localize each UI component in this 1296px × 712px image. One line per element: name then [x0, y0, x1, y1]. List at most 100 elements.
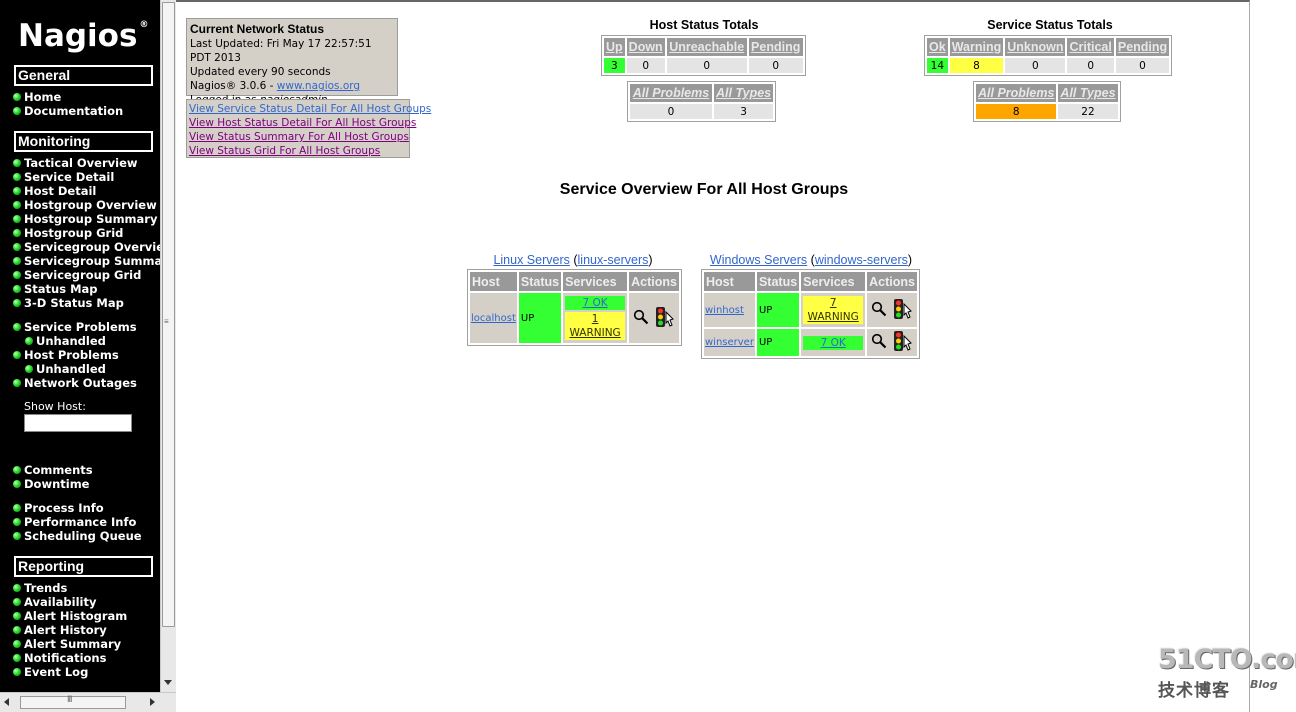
nav-hostgroup-summary[interactable]: Hostgroup Summary: [13, 212, 157, 226]
host-pending-header[interactable]: Pending: [748, 38, 803, 56]
status-map-icon[interactable]: [653, 306, 675, 331]
service-ok-header[interactable]: Ok: [927, 38, 948, 56]
link-service-status-detail[interactable]: View Service Status Detail For All Host …: [189, 103, 432, 115]
nav-availability[interactable]: Availability: [13, 595, 96, 609]
bullet-icon: [13, 285, 21, 293]
nav-notifications[interactable]: Notifications: [13, 651, 106, 665]
link-status-summary[interactable]: View Status Summary For All Host Groups: [189, 131, 409, 143]
nav-service-problems[interactable]: Service Problems: [13, 320, 137, 334]
search-icon[interactable]: [633, 309, 649, 328]
bullet-icon: [13, 159, 21, 167]
watermark-sub: 技术博客: [1158, 681, 1230, 701]
service-pending-header[interactable]: Pending: [1115, 38, 1170, 56]
grip-icon: ≡: [164, 317, 169, 326]
host-status: UP: [756, 329, 800, 356]
col-status: Status: [518, 272, 562, 291]
section-reporting: Reporting: [14, 556, 153, 577]
hostgroup-name-link[interactable]: windows-servers: [814, 253, 908, 267]
scroll-left-icon[interactable]: [4, 698, 9, 706]
host-down-header[interactable]: Down: [626, 38, 665, 56]
host-all-problems-header[interactable]: All Problems: [630, 84, 712, 102]
nav-servicegroup-overview[interactable]: Servicegroup Overview: [13, 240, 160, 254]
nav-servicegroup-grid[interactable]: Servicegroup Grid: [13, 268, 141, 282]
link-host-status-detail[interactable]: View Host Status Detail For All Host Gro…: [189, 117, 417, 129]
nav-scheduling-queue[interactable]: Scheduling Queue: [13, 529, 142, 543]
show-host-input[interactable]: [24, 414, 132, 432]
table-row: winhost UP 7 WARNING: [704, 293, 917, 327]
host-up-header[interactable]: Up: [604, 38, 625, 56]
search-icon[interactable]: [871, 333, 887, 352]
bullet-icon: [13, 532, 21, 540]
nav-status-map[interactable]: Status Map: [13, 282, 98, 296]
nav-network-outages[interactable]: Network Outages: [13, 376, 137, 390]
nav-servicegroup-summary[interactable]: Servicegroup Summary: [13, 254, 160, 268]
service-ok-count: 14: [927, 58, 948, 73]
nav-host-unhandled[interactable]: Unhandled: [25, 362, 106, 376]
nav-hostgroup-grid[interactable]: Hostgroup Grid: [13, 226, 123, 240]
sidebar-horizontal-scrollbar[interactable]: III: [0, 692, 176, 712]
view-links: View Service Status Detail For All Host …: [186, 99, 432, 158]
search-icon[interactable]: [871, 301, 887, 320]
service-pending-count: 0: [1115, 58, 1170, 73]
nav-host-detail[interactable]: Host Detail: [13, 184, 96, 198]
nav-event-log[interactable]: Event Log: [13, 665, 88, 679]
nav-host-problems[interactable]: Host Problems: [13, 348, 119, 362]
service-all-problems-header[interactable]: All Problems: [976, 84, 1057, 102]
nav-performance-info[interactable]: Performance Info: [13, 515, 136, 529]
service-warning-count: 8: [949, 58, 1004, 73]
service-critical-header[interactable]: Critical: [1067, 38, 1114, 56]
nav-process-info[interactable]: Process Info: [13, 501, 104, 515]
last-updated: Last Updated: Fri May 17 22:57:51 PDT 20…: [190, 38, 372, 64]
hostgroup-alias-link[interactable]: Linux Servers: [493, 253, 570, 267]
host-status: UP: [756, 293, 800, 327]
host-totals-table: Up Down Unreachable Pending 3 0 0 0: [601, 35, 806, 76]
link-status-grid[interactable]: View Status Grid For All Host Groups: [189, 145, 381, 157]
nav-hostgroup-overview[interactable]: Hostgroup Overview: [13, 198, 157, 212]
host-summary-table: All Problems All Types 0 3: [627, 81, 777, 122]
nav-alert-summary[interactable]: Alert Summary: [13, 637, 121, 651]
host-link[interactable]: localhost: [471, 312, 516, 324]
service-unknown-header[interactable]: Unknown: [1005, 38, 1066, 56]
col-status: Status: [756, 272, 800, 291]
host-all-types-header[interactable]: All Types: [714, 84, 774, 102]
nagios-logo[interactable]: Nagios ®: [18, 18, 149, 54]
scroll-down-icon[interactable]: [164, 680, 172, 685]
service-warning-link[interactable]: 7 WARNING: [803, 296, 864, 324]
hostgroup-name-link[interactable]: linux-servers: [577, 253, 649, 267]
service-warning-header[interactable]: Warning: [949, 38, 1004, 56]
nav-home[interactable]: Home: [13, 90, 61, 104]
nagios-website-link[interactable]: www.nagios.org: [276, 80, 361, 92]
service-warning-link[interactable]: 1 WARNING: [565, 312, 626, 340]
nav-3d-status-map[interactable]: 3-D Status Map: [13, 296, 124, 310]
scrollbar-thumb[interactable]: III: [20, 694, 126, 709]
status-map-icon[interactable]: [891, 330, 913, 355]
bullet-icon: [13, 518, 21, 526]
nav-trends[interactable]: Trends: [13, 581, 67, 595]
service-all-types-header[interactable]: All Types: [1058, 84, 1118, 102]
bullet-icon: [13, 107, 21, 115]
host-link[interactable]: winserver: [705, 337, 754, 348]
nav-comments[interactable]: Comments: [13, 463, 93, 477]
bullet-icon: [13, 640, 21, 648]
scroll-right-icon[interactable]: [150, 698, 155, 706]
host-unreachable-header[interactable]: Unreachable: [666, 38, 747, 56]
sidebar-vertical-scrollbar[interactable]: ≡: [160, 0, 176, 692]
bullet-icon: [13, 173, 21, 181]
nav-documentation[interactable]: Documentation: [13, 104, 123, 118]
host-link[interactable]: winhost: [705, 304, 744, 316]
nav-downtime[interactable]: Downtime: [13, 477, 89, 491]
col-services: Services: [563, 272, 628, 291]
nav-alert-history[interactable]: Alert History: [13, 623, 107, 637]
nav-alert-histogram[interactable]: Alert Histogram: [13, 609, 127, 623]
service-ok-link[interactable]: 7 OK: [565, 296, 626, 310]
status-map-icon[interactable]: [891, 298, 913, 323]
nav-service-detail[interactable]: Service Detail: [13, 170, 114, 184]
watermark-main: 51CTO.com: [1158, 644, 1296, 675]
service-ok-link[interactable]: 7 OK: [803, 335, 864, 350]
nav-service-unhandled[interactable]: Unhandled: [25, 334, 106, 348]
hostgroup-table-linux: Host Status Services Actions localhost U…: [467, 269, 682, 346]
scrollbar-thumb[interactable]: [162, 2, 175, 627]
hostgroup-alias-link[interactable]: Windows Servers: [709, 253, 808, 267]
nav-tactical-overview[interactable]: Tactical Overview: [13, 156, 138, 170]
host-all-problems-count: 0: [630, 104, 712, 119]
